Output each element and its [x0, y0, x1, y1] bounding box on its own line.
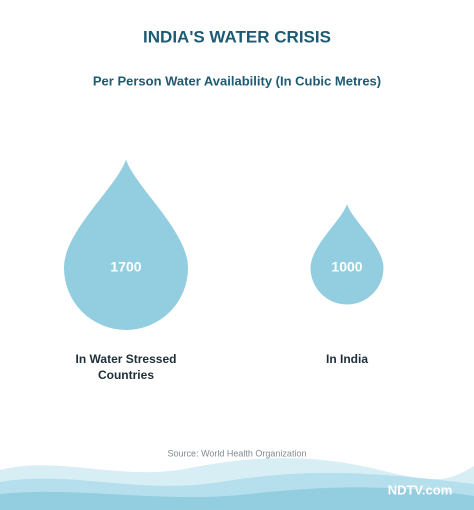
logo: NDTV.com — [388, 482, 453, 497]
chart-subtitle: Per Person Water Availability (In Cubic … — [93, 73, 381, 88]
drop — [64, 159, 188, 330]
source: Source: World Health Organization — [168, 448, 307, 458]
category-label: In India — [326, 352, 368, 366]
chart-title: INDIA'S WATER CRISIS — [143, 27, 331, 46]
wave — [0, 487, 474, 510]
category-label: In Water Stressed Countries — [75, 352, 177, 382]
value-label: 1700 — [110, 259, 141, 275]
drop — [310, 204, 384, 305]
value-label: 1000 — [331, 259, 362, 275]
